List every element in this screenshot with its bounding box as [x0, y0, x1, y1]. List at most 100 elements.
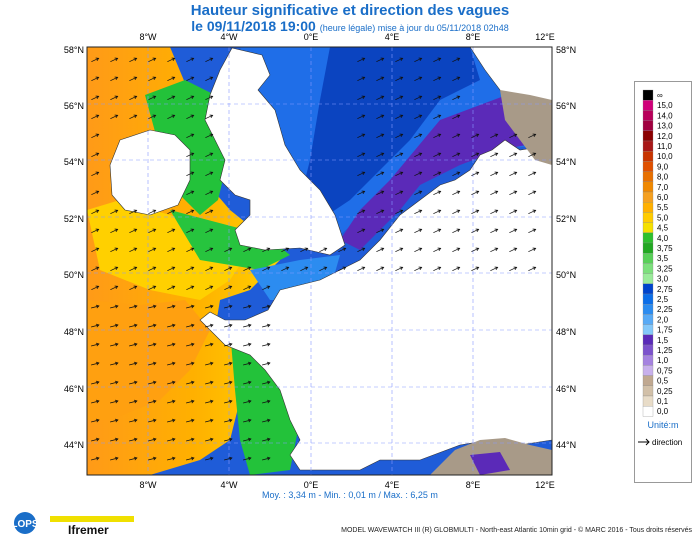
direction-arrow	[91, 76, 100, 82]
legend-value: 1,25	[657, 346, 673, 355]
direction-arrow	[129, 57, 138, 63]
direction-arrow	[148, 266, 157, 272]
direction-arrow	[148, 399, 157, 404]
lon-label-bottom: 8°E	[466, 480, 481, 490]
legend-swatch	[642, 334, 654, 346]
direction-arrow	[471, 228, 480, 234]
legend-swatch	[642, 110, 654, 121]
direction-arrow	[205, 57, 214, 63]
legend-swatch	[642, 273, 654, 284]
direction-arrow	[129, 380, 138, 385]
direction-arrow	[262, 342, 271, 347]
direction-arrow	[414, 57, 423, 63]
direction-arrow	[357, 114, 366, 120]
direction-arrow	[452, 190, 461, 196]
direction-arrow	[91, 228, 100, 234]
direction-arrow	[129, 418, 138, 423]
direction-arrow	[357, 209, 366, 215]
direction-arrow	[395, 266, 404, 272]
direction-arrow	[91, 285, 100, 291]
direction-arrow	[205, 247, 214, 253]
legend-value: 2,5	[657, 295, 669, 304]
legend-value: ∞	[657, 91, 663, 100]
direction-arrow	[395, 114, 404, 120]
direction-arrow	[243, 285, 252, 291]
direction-arrow	[490, 228, 499, 234]
legend-swatch	[642, 232, 654, 244]
lon-label-top: 0°E	[304, 32, 319, 42]
direction-arrow	[167, 76, 176, 82]
direction-arrow	[91, 418, 100, 423]
direction-arrow	[148, 323, 157, 328]
direction-arrow	[243, 342, 252, 347]
direction-arrow	[110, 95, 119, 101]
direction-arrow	[167, 95, 176, 101]
direction-arrow	[186, 380, 195, 385]
direction-arrow	[471, 247, 480, 253]
direction-arrow	[243, 437, 252, 442]
legend-value: 1,5	[657, 336, 669, 345]
legend-swatch	[642, 120, 654, 131]
direction-arrow	[167, 247, 176, 253]
lat-label-left: 50°N	[64, 270, 84, 280]
direction-arrow	[148, 361, 157, 366]
direction-arrow	[167, 228, 176, 234]
direction-arrow	[148, 342, 157, 347]
direction-arrow	[262, 399, 271, 404]
direction-arrow	[357, 152, 366, 158]
direction-arrow	[433, 247, 442, 253]
direction-arrow	[471, 152, 480, 158]
direction-arrow	[186, 247, 195, 253]
direction-arrow	[186, 342, 195, 347]
direction-arrow	[205, 209, 214, 215]
direction-arrow	[186, 266, 195, 272]
direction-arrow	[395, 171, 404, 177]
direction-arrow	[186, 133, 195, 139]
direction-arrow	[243, 247, 252, 253]
direction-arrow	[205, 133, 214, 139]
direction-arrow	[186, 323, 195, 328]
direction-arrow	[186, 152, 195, 158]
direction-arrow	[471, 133, 480, 139]
direction-arrow	[110, 209, 119, 215]
lon-label-bottom: 4°W	[220, 480, 238, 490]
legend-value: 7,0	[657, 183, 669, 192]
direction-arrow	[186, 399, 195, 404]
direction-arrow	[148, 247, 157, 253]
direction-arrow	[262, 380, 271, 385]
direction-arrow	[224, 399, 233, 404]
direction-arrow	[528, 209, 537, 215]
direction-arrow	[167, 304, 176, 309]
legend-value: 2,0	[657, 315, 669, 324]
direction-arrow	[91, 437, 100, 442]
direction-arrow	[509, 171, 518, 177]
direction-arrow	[414, 228, 423, 234]
direction-arrow	[224, 437, 233, 442]
direction-arrow	[224, 342, 233, 347]
direction-arrow	[490, 247, 499, 253]
direction-arrow	[414, 171, 423, 177]
direction-arrow	[528, 228, 537, 234]
direction-arrow	[205, 437, 214, 442]
direction-arrow	[110, 399, 119, 404]
direction-arrow	[376, 57, 385, 63]
lon-label-top: 4°W	[220, 32, 238, 42]
direction-arrow	[167, 323, 176, 328]
direction-arrow	[357, 247, 366, 253]
legend-swatch	[642, 355, 654, 366]
direction-arrow	[167, 418, 176, 423]
direction-arrow	[167, 380, 176, 385]
direction-arrow	[452, 57, 461, 63]
direction-arrow	[452, 209, 461, 215]
legend-swatch	[642, 395, 654, 407]
direction-arrow	[91, 361, 100, 366]
direction-arrow	[300, 266, 309, 272]
legend-value: 10,0	[657, 152, 673, 161]
direction-arrow	[357, 133, 366, 139]
lat-label-left: 48°N	[64, 327, 84, 337]
direction-arrow	[262, 361, 271, 366]
direction-arrow	[110, 342, 119, 347]
direction-arrow	[167, 399, 176, 404]
legend-swatch	[642, 293, 654, 305]
